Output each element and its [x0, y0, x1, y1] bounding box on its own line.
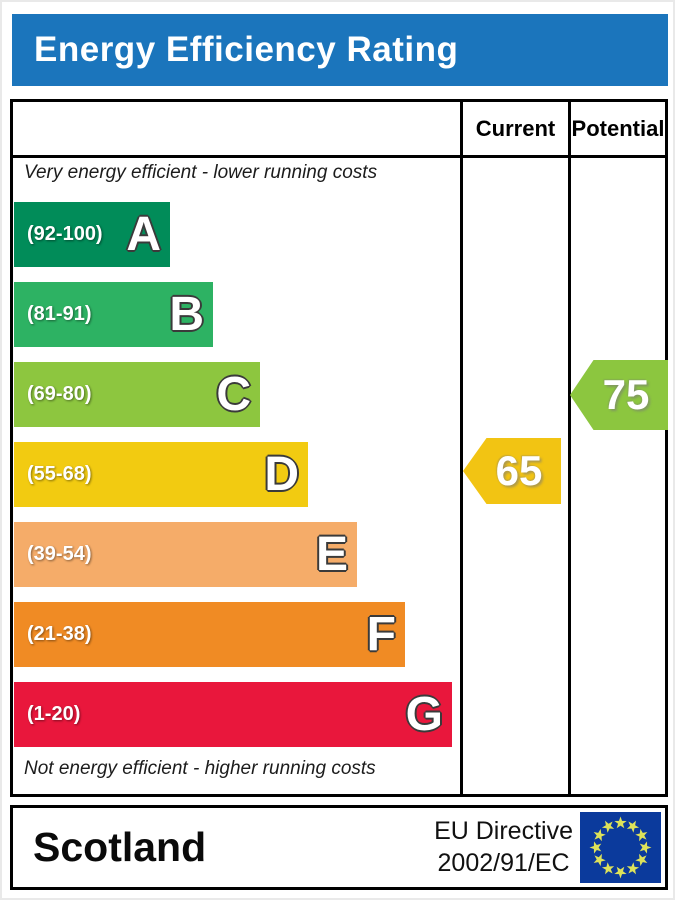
potential-column-header: Potential — [571, 115, 665, 141]
band-row-b: (81-91) B — [14, 282, 213, 347]
current-column-header: Current — [475, 115, 556, 141]
footer-bar: Scotland EU Directive 2002/91/EC — [10, 805, 668, 890]
band-grade-letter: F — [366, 607, 396, 661]
current-rating-value: 65 — [495, 447, 543, 494]
band-grade-letter: E — [315, 527, 348, 581]
current-rating-arrow: 65 — [463, 438, 561, 504]
eu-directive-line1: EU Directive — [434, 817, 573, 846]
bottom-efficiency-note: Not energy efficient - higher running co… — [24, 758, 376, 779]
band-row-g: (1-20) G — [14, 682, 452, 747]
rating-chart-table: Current Potential Very energy efficient … — [10, 99, 668, 797]
current-column-divider — [460, 102, 463, 794]
band-row-c: (69-80) C — [14, 362, 260, 427]
eu-flag-icon — [580, 812, 661, 883]
band-grade-letter: C — [216, 367, 251, 421]
eu-directive-line2: 2002/91/EC — [437, 848, 570, 877]
band-grade-letter: D — [264, 447, 299, 501]
band-range-label: (81-91) — [27, 303, 92, 325]
potential-column-divider — [568, 102, 571, 794]
potential-rating-arrow: 75 — [570, 360, 668, 430]
eu-directive-label: EU Directive 2002/91/EC — [434, 808, 573, 887]
band-range-label: (21-38) — [27, 623, 92, 645]
band-grade-letter: B — [169, 287, 204, 341]
band-range-label: (39-54) — [27, 543, 92, 565]
band-grade-letter: A — [126, 207, 161, 261]
top-efficiency-note: Very energy efficient - lower running co… — [24, 162, 378, 183]
band-grade-letter: G — [405, 687, 443, 741]
band-row-d: (55-68) D — [14, 442, 308, 507]
band-row-e: (39-54) E — [14, 522, 357, 587]
potential-rating-value: 75 — [602, 371, 650, 418]
region-label: Scotland — [33, 824, 207, 870]
band-range-label: (55-68) — [27, 463, 92, 485]
page-title: Energy Efficiency Rating — [12, 14, 668, 86]
band-range-label: (69-80) — [27, 383, 92, 405]
band-range-label: (92-100) — [27, 223, 103, 245]
page-title-text: Energy Efficiency Rating — [34, 30, 459, 69]
table-header-row — [13, 102, 665, 158]
band-row-f: (21-38) F — [14, 602, 405, 667]
band-range-label: (1-20) — [27, 703, 81, 725]
band-row-a: (92-100) A — [14, 202, 170, 267]
